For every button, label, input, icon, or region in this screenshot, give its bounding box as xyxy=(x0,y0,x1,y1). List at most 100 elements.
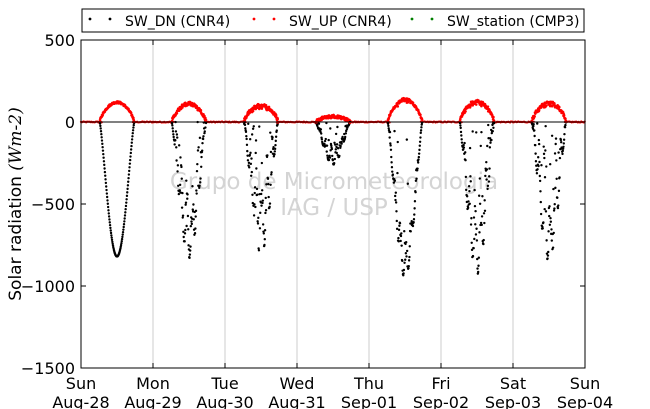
point-sw-dn xyxy=(319,128,323,131)
point-sw-dn xyxy=(110,238,114,242)
point-sw-dn xyxy=(407,259,411,262)
point-sw-dn xyxy=(256,220,259,223)
point-sw-dn xyxy=(471,254,475,258)
point-sw-dn xyxy=(330,144,333,147)
point-sw-dn xyxy=(474,233,478,236)
point-sw-dn xyxy=(325,150,328,153)
point-sw-dn xyxy=(548,205,551,208)
point-sw-dn xyxy=(108,223,112,227)
point-sw-dn xyxy=(553,207,556,210)
point-sw-dn xyxy=(126,191,129,194)
point-sw-dn xyxy=(259,211,262,215)
point-sw-dn xyxy=(185,179,188,182)
point-sw-dn xyxy=(389,148,393,151)
point-sw-dn xyxy=(394,201,398,204)
point-sw-dn xyxy=(536,168,539,171)
point-sw-dn xyxy=(390,155,393,159)
point-sw-dn xyxy=(260,189,264,192)
point-sw-dn xyxy=(129,148,133,151)
point-sw-dn xyxy=(404,258,407,261)
point-sw-dn xyxy=(175,133,179,136)
point-sw-dn xyxy=(271,136,274,139)
point-sw-dn xyxy=(186,197,189,200)
point-sw-dn xyxy=(491,130,494,133)
point-sw-dn xyxy=(478,231,481,234)
point-sw-dn xyxy=(551,246,555,249)
point-sw-dn xyxy=(177,192,181,196)
point-sw-dn xyxy=(103,163,106,167)
point-sw-dn xyxy=(555,177,558,180)
point-sw-dn xyxy=(181,216,184,219)
point-sw-dn xyxy=(404,252,408,255)
point-sw-dn xyxy=(329,127,332,130)
point-sw-dn xyxy=(419,129,423,132)
point-sw-dn xyxy=(102,156,105,159)
point-sw-dn xyxy=(552,209,556,212)
point-sw-up xyxy=(460,115,464,118)
point-sw-dn xyxy=(548,163,552,166)
point-sw-dn xyxy=(128,162,132,165)
x-tick-day: Mon xyxy=(136,374,170,393)
point-sw-dn xyxy=(470,217,473,220)
legend-marker xyxy=(252,17,256,21)
x-tick-day: Thu xyxy=(353,374,384,393)
point-sw-dn xyxy=(477,194,481,197)
point-sw-dn xyxy=(190,220,193,223)
point-sw-dn xyxy=(105,188,108,192)
point-sw-dn xyxy=(335,151,338,155)
point-sw-dn xyxy=(125,198,128,201)
point-sw-dn xyxy=(176,164,180,167)
point-sw-dn xyxy=(129,155,132,158)
point-sw-dn xyxy=(254,139,258,142)
point-sw-dn xyxy=(333,157,337,161)
point-sw-dn xyxy=(125,201,128,204)
point-sw-dn xyxy=(99,127,102,130)
point-sw-dn xyxy=(100,139,104,142)
x-grid-lines xyxy=(152,40,514,368)
point-sw-dn xyxy=(548,223,552,226)
point-sw-dn xyxy=(244,127,247,130)
x-tick-date: Sep-02 xyxy=(413,393,469,409)
point-sw-dn xyxy=(542,145,545,148)
point-sw-dn xyxy=(403,229,406,233)
point-sw-up xyxy=(486,105,490,108)
point-sw-dn xyxy=(268,205,271,209)
legend-box xyxy=(81,8,585,33)
point-sw-dn xyxy=(401,259,404,263)
point-sw-dn xyxy=(263,228,267,232)
point-sw-dn xyxy=(488,167,491,170)
point-sw-dn xyxy=(485,160,488,164)
point-sw-up xyxy=(203,114,206,118)
point-sw-dn xyxy=(253,203,256,206)
point-sw-dn xyxy=(170,122,174,125)
point-sw-dn xyxy=(416,161,420,164)
point-sw-dn xyxy=(556,206,560,210)
point-sw-dn xyxy=(274,139,277,143)
point-sw-up xyxy=(419,113,422,117)
point-sw-dn xyxy=(484,174,487,178)
point-sw-dn xyxy=(261,201,264,205)
point-sw-dn xyxy=(470,248,474,252)
point-sw-dn xyxy=(546,254,550,257)
x-tick-date: Aug-28 xyxy=(52,393,109,409)
point-sw-dn xyxy=(273,153,276,156)
point-sw-dn xyxy=(536,122,539,125)
point-sw-dn xyxy=(110,234,113,237)
point-sw-dn xyxy=(562,145,565,149)
point-sw-dn xyxy=(334,132,338,136)
point-sw-dn xyxy=(468,202,471,206)
point-sw-dn xyxy=(122,225,125,229)
x-tick-date: Aug-30 xyxy=(196,393,253,409)
point-sw-dn xyxy=(196,149,200,152)
point-sw-up xyxy=(533,115,536,118)
point-sw-dn xyxy=(245,137,248,141)
x-axis: SunAug-28MonAug-29TueAug-30WedAug-31ThuS… xyxy=(52,40,613,409)
point-sw-dn xyxy=(344,135,347,139)
point-sw-up xyxy=(411,101,415,104)
point-sw-dn xyxy=(182,235,185,239)
point-sw-dn xyxy=(325,144,329,147)
point-sw-dn xyxy=(418,144,421,147)
point-sw-dn xyxy=(464,159,467,162)
point-sw-dn xyxy=(408,245,411,248)
point-sw-dn xyxy=(257,216,260,220)
